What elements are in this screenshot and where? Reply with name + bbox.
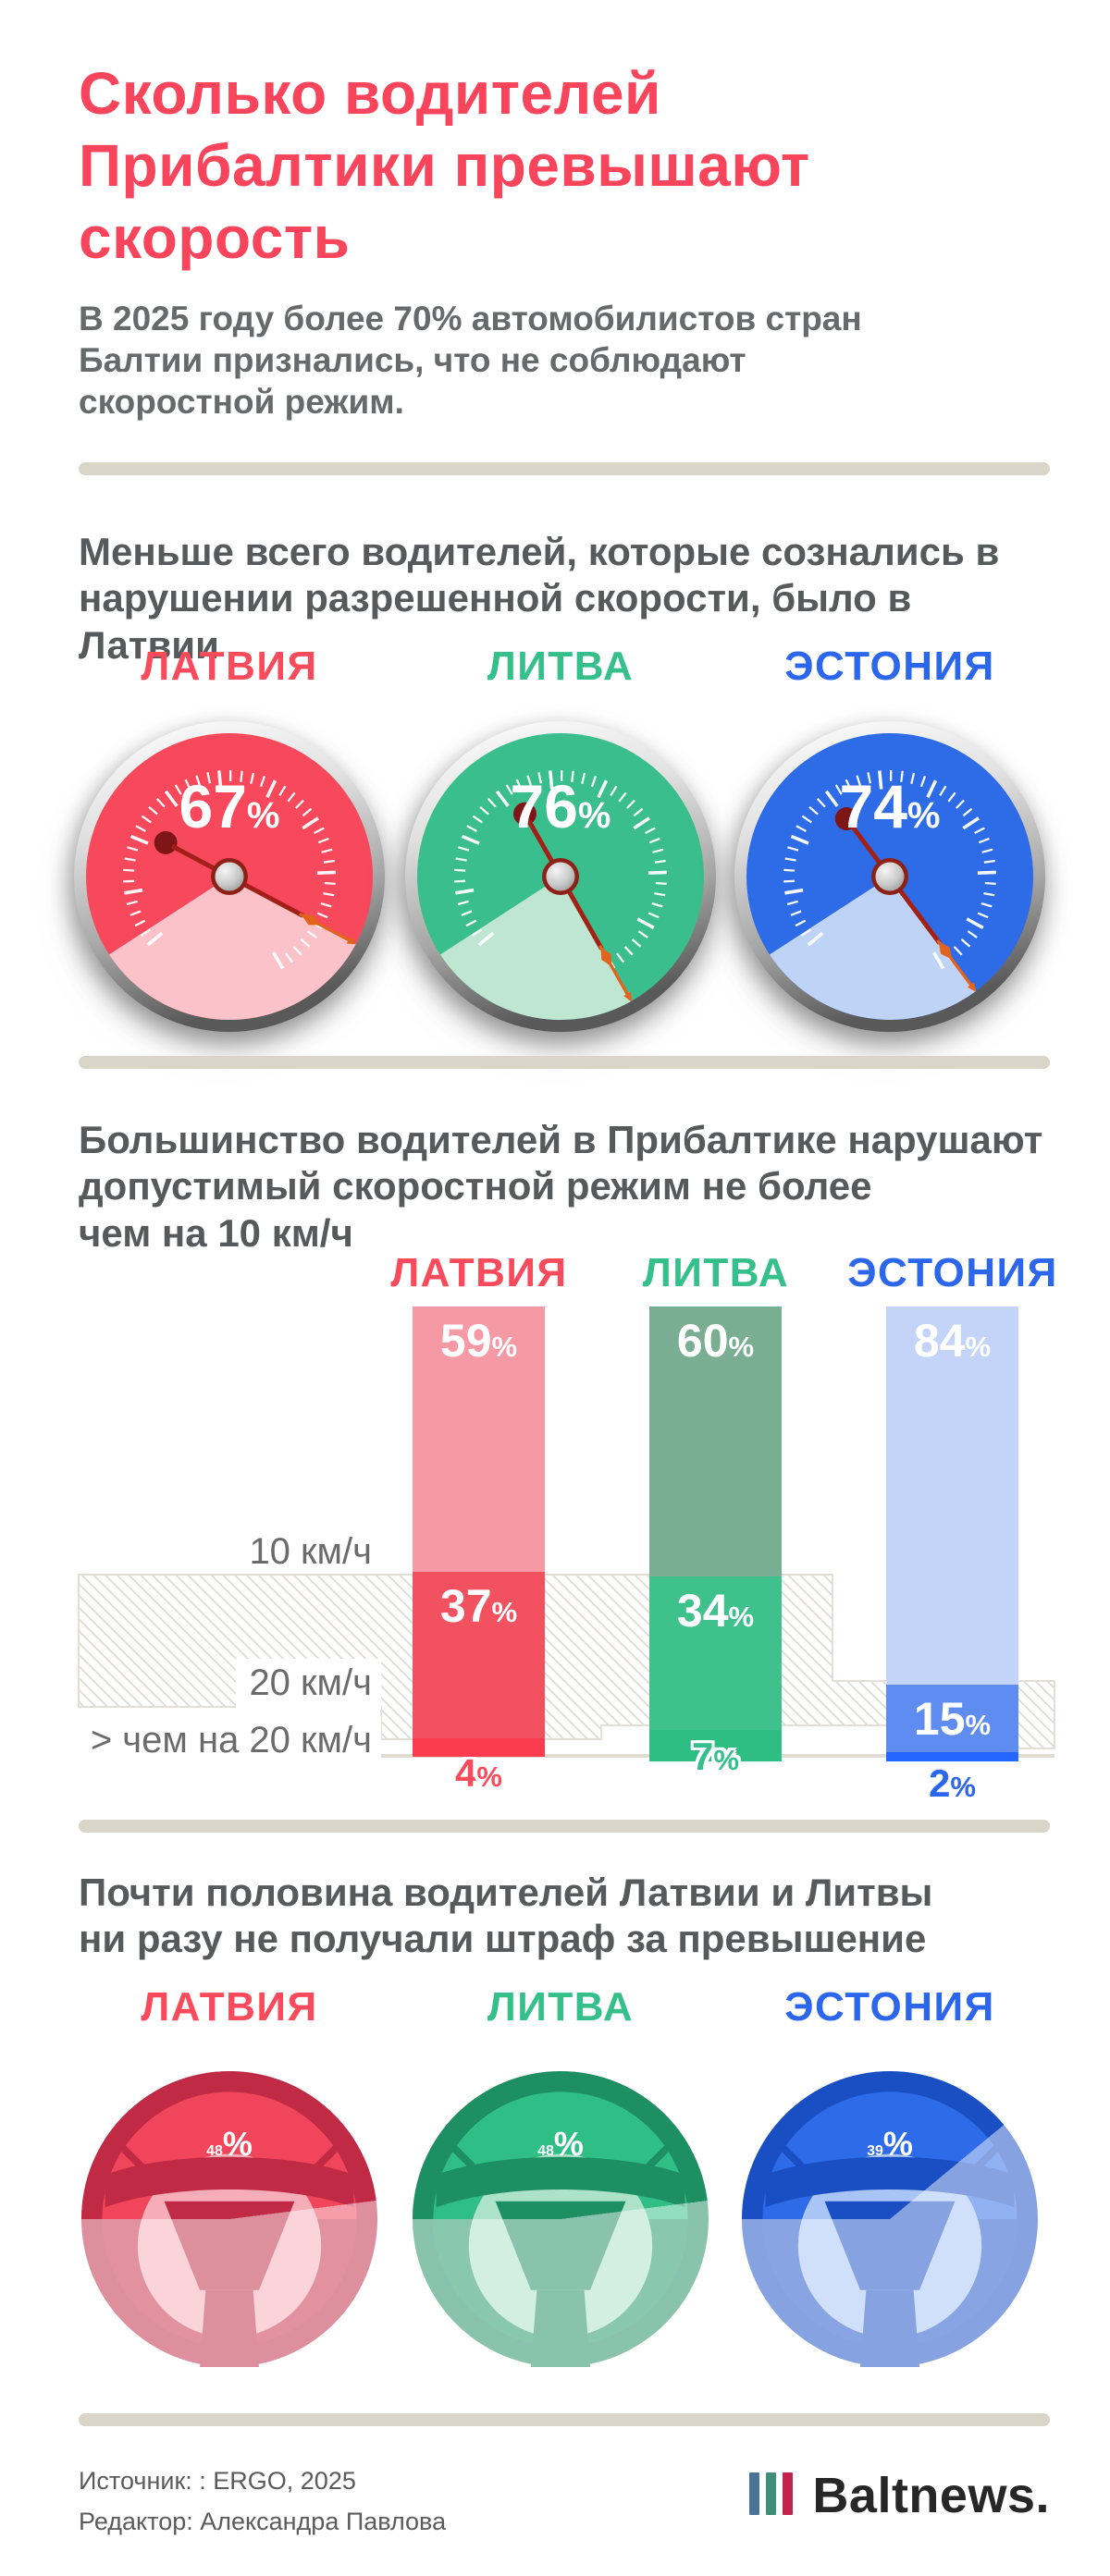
- divider: [79, 1056, 1050, 1069]
- axis-label-10kmh: 10 км/ч: [236, 1527, 381, 1578]
- divider: [79, 2413, 1050, 2426]
- gauge-hub: [546, 862, 575, 891]
- divider: [79, 1820, 1050, 1833]
- bar-column-0: 59% 37%: [413, 1306, 545, 1757]
- bar-segment-10 км/ч: 59%: [413, 1306, 545, 1573]
- bar-segment-value: 84%: [913, 1315, 992, 1367]
- wheel-value: 48%: [537, 2125, 584, 2163]
- editor-credit: Редактор: Александра Павлова: [79, 2508, 447, 2535]
- steering-wheel-estonia: 39%: [742, 2071, 1038, 2367]
- bar-label-lithuania: ЛИТВА: [642, 1250, 790, 1295]
- axis-label-over20kmh: > чем на 20 км/ч: [77, 1716, 381, 1767]
- country-label-lithuania: ЛИТВА: [487, 644, 635, 689]
- bar-segment-20 км/ч: 34%: [649, 1576, 782, 1730]
- gauge-remainder-wedge: [440, 877, 632, 1021]
- bar-segment-> чем на 20 км/ч: [649, 1729, 782, 1761]
- bar-segment-value: 59%: [439, 1315, 518, 1367]
- bar-column-1: 60% 34%: [649, 1306, 782, 1761]
- speed-gauge-estonia: 74%: [733, 719, 1047, 1034]
- speed-gauge-latvia: 67%: [72, 719, 387, 1034]
- steering-wheel-graphic: [81, 2071, 377, 2367]
- gauge-dial: [734, 721, 1045, 1032]
- speed-gauge-lithuania: 76%: [403, 719, 718, 1034]
- gauge-hub: [215, 862, 244, 891]
- bar-segment-> чем на 20 км/ч: [886, 1752, 1018, 1761]
- gauge-value: 76%: [510, 772, 611, 840]
- page-subtitle: В 2025 году более 70% автомобилистов стр…: [79, 300, 862, 422]
- bar-label-latvia: ЛАТВИЯ: [390, 1250, 568, 1295]
- steering-wheel-lithuania: 48%: [413, 2071, 709, 2367]
- baltnews-logo-bars-icon: [749, 2472, 799, 2515]
- bar-segment-10 км/ч: 60%: [649, 1306, 782, 1577]
- bar-segment-value: 37%: [439, 1580, 518, 1633]
- bar-overflow-value: 2%: [929, 1761, 976, 1805]
- gauge-value: 74%: [839, 772, 941, 840]
- steering-wheel-graphic: [742, 2071, 1038, 2367]
- country-label-latvia: ЛАТВИЯ: [141, 644, 318, 689]
- baltnews-logo-text: Baltnews.: [812, 2468, 1050, 2523]
- wheels-section-heading: Почти половина водителей Латвии и Литвы …: [79, 1871, 933, 1961]
- bar-label-estonia: ЭСТОНИЯ: [847, 1250, 1058, 1295]
- bar-overflow-value: 4%: [455, 1751, 502, 1795]
- bar-segment-10 км/ч: 84%: [886, 1306, 1018, 1686]
- page-title: Сколько водителей Прибалтики превышают с…: [79, 60, 810, 272]
- gauge-dial: [405, 721, 716, 1032]
- gauge-remainder-wedge: [770, 877, 976, 1020]
- steering-wheel-graphic: [413, 2071, 709, 2367]
- bar-column-2: 84% 15%: [886, 1306, 1018, 1761]
- divider: [79, 462, 1050, 475]
- gauge-value: 67%: [179, 772, 280, 840]
- wheel-value: 48%: [206, 2125, 253, 2163]
- gauge-hub: [875, 862, 905, 891]
- axis-label-20kmh: 20 км/ч: [236, 1659, 381, 1710]
- bar-segment-value: 34%: [676, 1585, 755, 1638]
- gauge-dial: [74, 721, 385, 1032]
- gauges-section-heading: Меньше всего водителей, которые созналис…: [79, 530, 1000, 667]
- steering-wheel-latvia: 48%: [81, 2071, 377, 2367]
- country-label-estonia: ЭСТОНИЯ: [784, 644, 995, 689]
- wheel-label-lithuania: ЛИТВА: [487, 1984, 635, 2030]
- bar-overflow-value: 7%: [692, 1735, 739, 1778]
- bar-segment-value: 15%: [913, 1693, 992, 1746]
- bar-segment-20 км/ч: 15%: [886, 1685, 1018, 1753]
- bars-section-heading: Большинство водителей в Прибалтике наруш…: [79, 1118, 1043, 1255]
- wheel-label-estonia: ЭСТОНИЯ: [784, 1984, 995, 2030]
- wheel-label-latvia: ЛАТВИЯ: [141, 1984, 318, 2030]
- wheel-value: 39%: [867, 2125, 913, 2163]
- baltnews-logo: Baltnews.: [749, 2467, 1050, 2524]
- bar-segment-value: 60%: [676, 1315, 755, 1367]
- bar-segment-20 км/ч: 37%: [413, 1572, 545, 1739]
- source-credit: Источник: : ERGO, 2025: [79, 2467, 356, 2495]
- bar-segment-> чем на 20 км/ч: [413, 1738, 545, 1757]
